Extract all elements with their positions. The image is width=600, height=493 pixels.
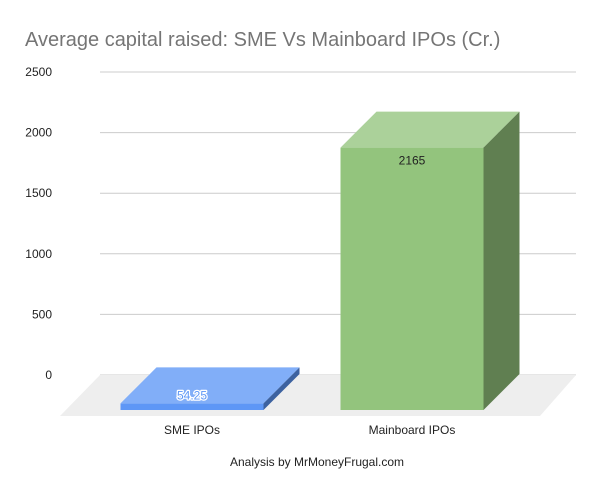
bar-front [340, 147, 484, 411]
category-label: SME IPOs [164, 423, 220, 437]
data-label: 2165 [399, 154, 426, 168]
bar: 2165 [340, 111, 520, 411]
y-tick-label: 500 [32, 307, 52, 321]
data-label-halo: 54.25 [177, 388, 207, 402]
data-label: 54.25 [177, 388, 207, 402]
bar-side [263, 367, 300, 410]
category-label: Mainboard IPOs [369, 423, 456, 437]
y-tick-label: 2500 [25, 65, 52, 79]
y-tick-label: 1500 [25, 186, 52, 200]
y-tick-label: 2000 [25, 126, 52, 140]
chart-title: Average capital raised: SME Vs Mainboard… [25, 29, 500, 51]
bar-side [483, 111, 520, 411]
bar-top [340, 111, 520, 148]
bar-front [120, 403, 264, 410]
x-axis-categories: SME IPOs Mainboard IPOs [164, 423, 455, 437]
y-tick-label: 0 [45, 368, 52, 382]
y-tick-label: 1000 [25, 247, 52, 261]
x-axis-label: Analysis by MrMoneyFrugal.com [230, 455, 404, 469]
bar-top [120, 367, 300, 404]
y-axis-ticks: 0 500 1000 1500 2000 2500 [25, 65, 52, 382]
